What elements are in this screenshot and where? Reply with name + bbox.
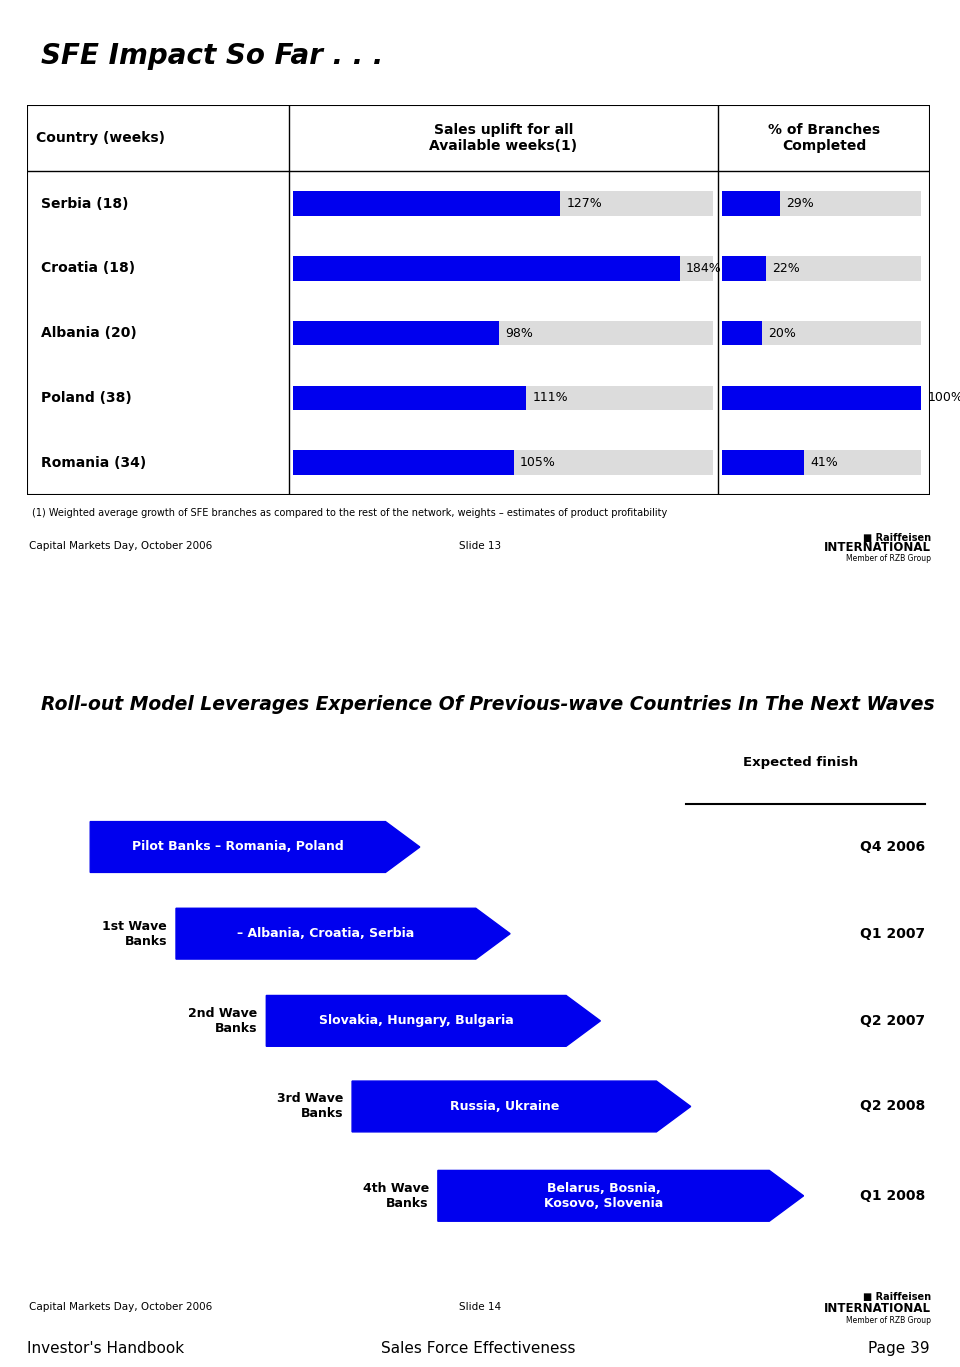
Text: 29%: 29% — [786, 197, 814, 211]
Text: INTERNATIONAL: INTERNATIONAL — [825, 541, 931, 555]
Text: 1st Wave
Banks: 1st Wave Banks — [102, 920, 167, 947]
Text: Q2 2008: Q2 2008 — [860, 1099, 925, 1114]
Bar — [722, 450, 804, 474]
Bar — [722, 385, 921, 410]
Bar — [294, 450, 713, 474]
Text: 41%: 41% — [810, 457, 838, 469]
Text: 127%: 127% — [566, 197, 602, 211]
Bar — [722, 256, 921, 280]
Bar — [294, 385, 526, 410]
Text: 184%: 184% — [686, 262, 722, 275]
Polygon shape — [90, 822, 420, 872]
Bar — [722, 450, 921, 474]
Polygon shape — [438, 1170, 804, 1221]
Text: Albania (20): Albania (20) — [40, 327, 136, 340]
Bar — [294, 321, 499, 346]
Text: 20%: 20% — [768, 327, 796, 339]
Text: Slide 13: Slide 13 — [459, 541, 501, 551]
Text: – Albania, Croatia, Serbia: – Albania, Croatia, Serbia — [237, 927, 415, 940]
Text: Member of RZB Group: Member of RZB Group — [846, 554, 931, 563]
Text: ■ Raiffeisen: ■ Raiffeisen — [863, 533, 931, 543]
Text: 22%: 22% — [773, 262, 800, 275]
Text: Pilot Banks – Romania, Poland: Pilot Banks – Romania, Poland — [132, 841, 344, 853]
Bar — [294, 256, 713, 280]
Text: Capital Markets Day, October 2006: Capital Markets Day, October 2006 — [29, 541, 212, 551]
Text: Capital Markets Day, October 2006: Capital Markets Day, October 2006 — [29, 1301, 212, 1311]
Bar — [722, 321, 762, 346]
Bar — [722, 191, 780, 216]
Text: 2nd Wave
Banks: 2nd Wave Banks — [188, 1007, 257, 1035]
Bar — [294, 191, 713, 216]
Text: Country (weeks): Country (weeks) — [36, 131, 165, 145]
Text: Slide 14: Slide 14 — [459, 1301, 501, 1311]
Text: Slovakia, Hungary, Bulgaria: Slovakia, Hungary, Bulgaria — [319, 1014, 514, 1028]
Text: Q2 2007: Q2 2007 — [860, 1014, 925, 1028]
Bar — [294, 256, 680, 280]
Bar — [294, 450, 514, 474]
Text: 105%: 105% — [520, 457, 556, 469]
Text: 3rd Wave
Banks: 3rd Wave Banks — [276, 1092, 343, 1121]
Text: 100%: 100% — [927, 391, 960, 405]
Text: (1) Weighted average growth of SFE branches as compared to the rest of the netwo: (1) Weighted average growth of SFE branc… — [32, 509, 667, 518]
Text: Page 39: Page 39 — [869, 1341, 930, 1356]
Text: Investor's Handbook: Investor's Handbook — [27, 1341, 184, 1356]
Bar — [722, 256, 766, 280]
Text: % of Branches
Completed: % of Branches Completed — [768, 123, 880, 153]
Text: Serbia (18): Serbia (18) — [40, 197, 128, 211]
Bar — [294, 191, 560, 216]
Text: Member of RZB Group: Member of RZB Group — [846, 1316, 931, 1325]
Bar — [722, 191, 921, 216]
Text: Romania (34): Romania (34) — [40, 455, 146, 470]
Bar — [294, 321, 713, 346]
Text: Poland (38): Poland (38) — [40, 391, 132, 405]
Bar — [722, 321, 921, 346]
Text: 4th Wave
Banks: 4th Wave Banks — [363, 1182, 429, 1210]
Text: Expected finish: Expected finish — [743, 756, 858, 770]
Text: Belarus, Bosnia,
Kosovo, Slovenia: Belarus, Bosnia, Kosovo, Slovenia — [544, 1182, 663, 1210]
Text: Q1 2008: Q1 2008 — [860, 1189, 925, 1203]
Text: INTERNATIONAL: INTERNATIONAL — [825, 1303, 931, 1315]
Bar — [294, 385, 713, 410]
Text: Sales Force Effectiveness: Sales Force Effectiveness — [381, 1341, 576, 1356]
Text: Russia, Ukraine: Russia, Ukraine — [449, 1100, 559, 1113]
Text: 98%: 98% — [506, 327, 534, 339]
Text: Q4 2006: Q4 2006 — [860, 839, 925, 854]
Bar — [722, 385, 921, 410]
Polygon shape — [266, 995, 600, 1046]
Text: 111%: 111% — [533, 391, 568, 405]
Text: SFE Impact So Far . . .: SFE Impact So Far . . . — [40, 42, 383, 70]
Text: Sales uplift for all
Available weeks(1): Sales uplift for all Available weeks(1) — [429, 123, 577, 153]
Text: ■ Raiffeisen: ■ Raiffeisen — [863, 1292, 931, 1301]
Text: Croatia (18): Croatia (18) — [40, 261, 134, 275]
Polygon shape — [176, 908, 510, 960]
Text: Roll-out Model Leverages Experience Of Previous-wave Countries In The Next Waves: Roll-out Model Leverages Experience Of P… — [40, 694, 934, 714]
Text: Q1 2007: Q1 2007 — [860, 927, 925, 940]
Polygon shape — [352, 1081, 690, 1132]
